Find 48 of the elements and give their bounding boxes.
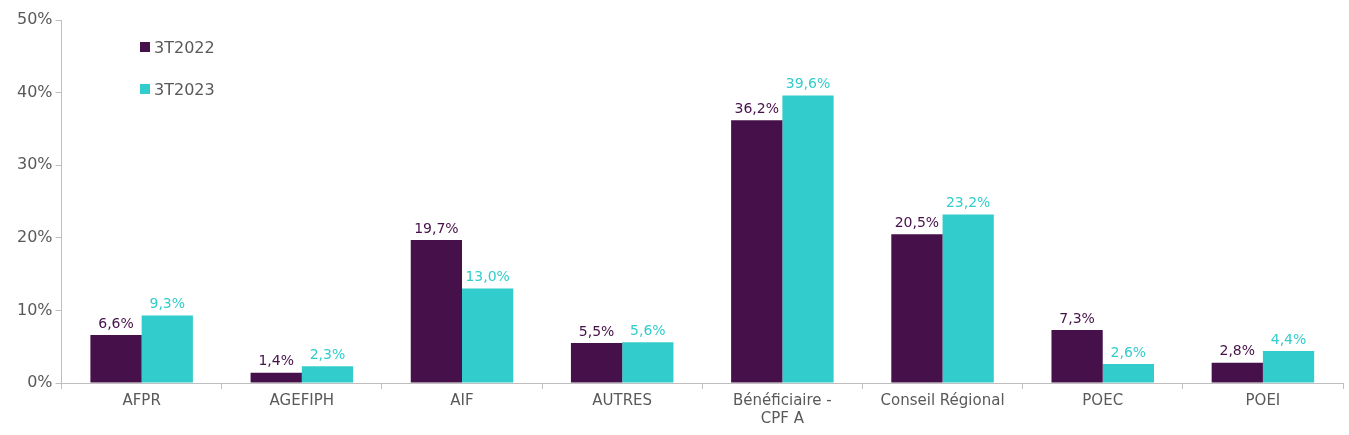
bar — [1102, 364, 1154, 383]
data-label: 6,6% — [98, 314, 134, 331]
bar — [1051, 330, 1103, 383]
bar — [731, 120, 783, 383]
x-tick-label: AGEFIPH — [269, 390, 335, 409]
legend-label: 3T2022 — [154, 37, 215, 57]
bar — [141, 315, 193, 383]
data-label: 2,3% — [309, 345, 346, 362]
data-label: 19,7% — [414, 219, 459, 236]
y-tick-label: 50% — [17, 9, 53, 29]
bar — [570, 343, 623, 383]
bar — [462, 288, 514, 383]
data-label: 9,3% — [149, 295, 186, 312]
y-tick-label: 20% — [17, 226, 53, 246]
x-tick-label: AUTRES — [592, 390, 653, 409]
data-label: 36,2% — [734, 99, 779, 116]
bar — [891, 234, 943, 383]
data-label: 2,6% — [1110, 343, 1147, 360]
x-tick-label: AFPR — [122, 390, 161, 409]
bar — [301, 366, 354, 383]
bar — [1211, 362, 1263, 383]
x-tick-label: Conseil Régional — [880, 390, 1005, 409]
bar — [782, 95, 834, 383]
y-tick-label: 0% — [27, 372, 53, 392]
data-label: 5,5% — [578, 322, 615, 339]
x-tick-label: AIF — [450, 390, 474, 409]
data-label: 2,8% — [1219, 342, 1256, 359]
data-label: 7,3% — [1059, 309, 1095, 326]
data-label: 20,5% — [894, 213, 940, 230]
data-label: 1,4% — [258, 352, 294, 369]
bar — [410, 239, 463, 383]
data-label: 23,2% — [945, 194, 991, 211]
x-tick-label: Bénéficiaire - CPF A — [733, 390, 832, 427]
y-tick-label: 40% — [17, 81, 53, 101]
data-label: 5,6% — [630, 321, 666, 338]
x-tick-label: POEI — [1245, 390, 1281, 409]
bar — [622, 342, 674, 383]
bar — [942, 214, 994, 383]
bar — [250, 372, 302, 383]
y-tick-label: 10% — [17, 299, 53, 319]
x-tick-label: POEC — [1082, 390, 1124, 409]
y-tick-label: 30% — [17, 154, 53, 174]
data-label: 13,0% — [465, 268, 510, 285]
data-label: 39,6% — [785, 75, 831, 92]
bar — [90, 335, 142, 383]
legend-label: 3T2023 — [154, 79, 215, 99]
bar — [1262, 351, 1315, 383]
data-label: 4,4% — [1270, 330, 1307, 347]
